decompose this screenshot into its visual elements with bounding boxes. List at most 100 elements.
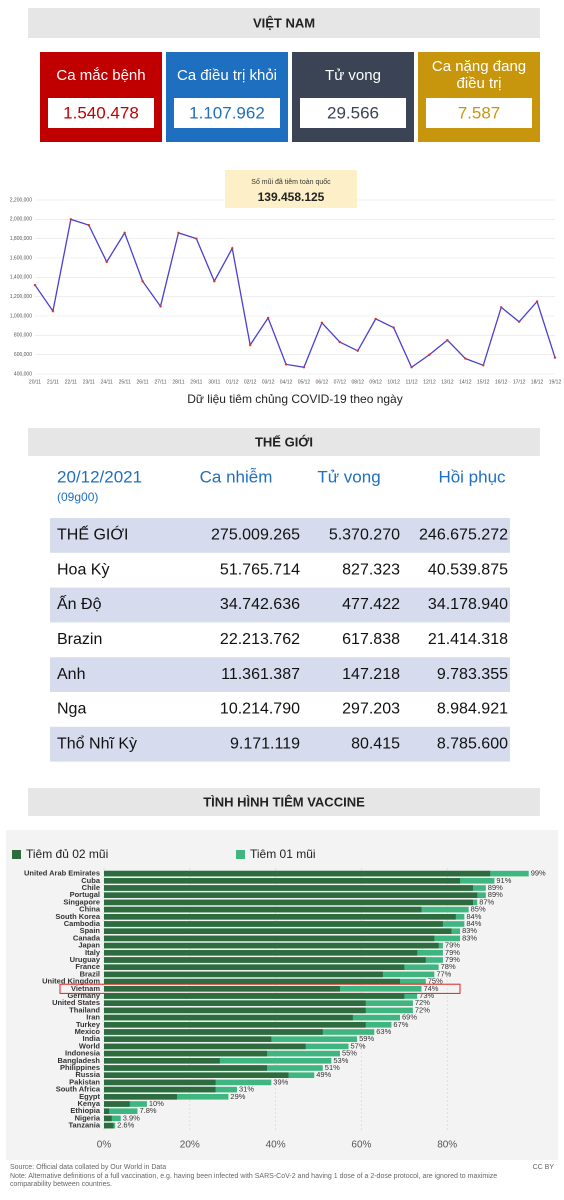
data-label: 57% (351, 1041, 366, 1050)
table-cell: 827.323 (342, 561, 400, 578)
line (34, 218, 556, 369)
data-label: 69% (402, 1013, 417, 1022)
bar (104, 921, 443, 927)
x-tick-label: 25/11 (119, 379, 131, 385)
x-tick-label: 10/12 (387, 379, 400, 385)
data-label: 10% (149, 1099, 164, 1108)
y-tick-label: Mexico (75, 1027, 101, 1036)
bar (104, 986, 340, 992)
table-cell: THẾ GIỚI (57, 525, 129, 544)
y-tick-label: Egypt (79, 1092, 100, 1101)
section-bar (28, 8, 540, 38)
data-label: 3.9% (123, 1113, 140, 1122)
bar (104, 935, 435, 942)
y-tick-label: 1,000,000 (10, 313, 32, 319)
bar (104, 870, 491, 877)
y-tick-label: Canada (73, 933, 101, 942)
table-cell: 8.785.600 (437, 735, 508, 752)
column-header: Ca nhiễm (200, 467, 273, 486)
section-title: TÌNH HÌNH TIÊM VACCINE (203, 794, 365, 809)
y-tick-label: 2,000,000 (10, 217, 32, 223)
x-tick-label: 08/12 (352, 379, 365, 385)
x-tick-label: 30/11 (208, 379, 220, 385)
bar (104, 942, 439, 949)
marker (266, 316, 270, 320)
marker (284, 363, 288, 366)
marker (535, 300, 539, 303)
data-label: 78% (441, 962, 456, 971)
y-tick-label: Tanzania (68, 1121, 100, 1130)
data-label: 39% (273, 1077, 288, 1086)
x-tick-label: 11/12 (405, 379, 417, 385)
y-tick-label: 1,200,000 (10, 294, 32, 300)
data-label: 83% (462, 926, 477, 935)
y-tick-label: Turkey (76, 1020, 101, 1029)
y-tick-label: Singapore (63, 897, 100, 906)
stat-label: Ca mắc bệnh (56, 66, 146, 84)
table-cell: 80.415 (351, 735, 400, 752)
x-tick-label: 01/12 (226, 379, 239, 385)
data-label: 29% (230, 1092, 245, 1101)
marker (248, 343, 252, 347)
table-cell: 8.984.921 (437, 701, 508, 718)
x-tick-label: 09/12 (369, 379, 382, 385)
y-tick-label: Japan (78, 941, 100, 950)
y-tick-label: Uruguay (70, 955, 101, 964)
table-row-band (50, 518, 510, 553)
marker (410, 366, 413, 369)
bar (104, 878, 461, 884)
bar (104, 1050, 268, 1057)
y-tick-label: Spain (80, 926, 101, 935)
y-tick-label: India (82, 1034, 100, 1043)
stat-value-box (426, 98, 532, 128)
x-tick-label: 29/11 (190, 379, 202, 385)
data-label: 79% (445, 948, 460, 957)
data-label: 73% (419, 991, 434, 1000)
stat-value-box (300, 98, 406, 128)
x-tick-label: 06/12 (316, 379, 329, 385)
y-tick-label: Ethiopia (70, 1106, 100, 1115)
stat-label: Ca điều trị khỏi (176, 66, 278, 84)
marker (356, 349, 359, 352)
marker (105, 260, 108, 264)
y-tick-label: Russia (75, 1070, 100, 1079)
bar (104, 1072, 289, 1078)
y-tick-label: Philippines (60, 1063, 100, 1072)
table-cell: 617.838 (342, 631, 400, 648)
marker (123, 231, 126, 235)
x-tick-label: 17/12 (513, 379, 526, 385)
marker (69, 218, 73, 221)
y-tick-label: Pakistan (69, 1077, 100, 1086)
table-cell: Nga (57, 701, 86, 718)
stat-label: Tử vong (325, 66, 381, 84)
bar (104, 899, 473, 906)
table-row-band (50, 587, 510, 623)
y-tick-label: Germany (67, 991, 100, 1000)
table-cell: 9.171.119 (230, 735, 300, 752)
bar (104, 914, 456, 920)
y-tick-label: Indonesia (65, 1049, 101, 1058)
column-header: Hồi phục (438, 467, 506, 486)
table-cell: Brazin (57, 631, 102, 648)
data-label: 59% (359, 1034, 374, 1043)
y-tick-label: Bangladesh (57, 1056, 100, 1065)
data-label: 72% (415, 998, 430, 1007)
stat-value-box (174, 98, 280, 128)
table-cell: 297.203 (342, 701, 400, 718)
y-tick-label: Iran (86, 1013, 100, 1022)
bar (104, 957, 426, 963)
section-bar (28, 428, 540, 456)
x-tick-label: 18/12 (531, 379, 544, 385)
y-tick-label: Thailand (69, 1005, 100, 1014)
data-label: 51% (325, 1063, 340, 1072)
table-cell: 147.218 (342, 666, 400, 683)
stat-value: 7.587 (458, 103, 501, 122)
x-tick-label: 27/11 (154, 379, 166, 385)
marker (374, 317, 377, 321)
table-cell: Hoa Kỳ (57, 561, 109, 578)
data-label: 75% (428, 977, 443, 986)
table-cell: 5.370.270 (329, 527, 400, 544)
marker (517, 320, 521, 323)
section-bar (28, 788, 540, 816)
